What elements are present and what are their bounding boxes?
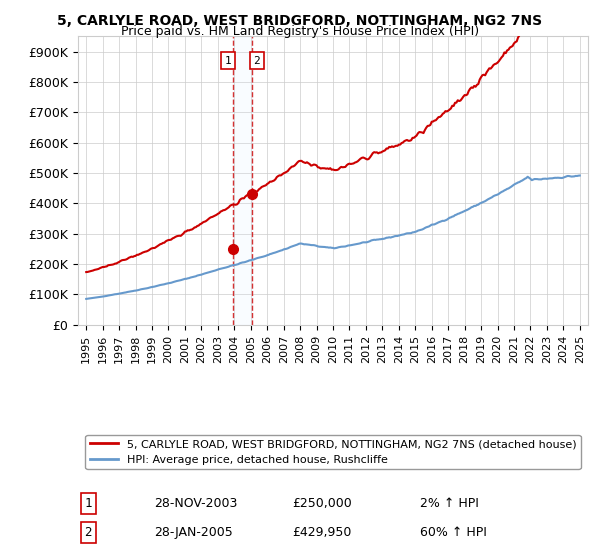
Bar <box>233 36 252 325</box>
Text: Price paid vs. HM Land Registry's House Price Index (HPI): Price paid vs. HM Land Registry's House … <box>121 25 479 38</box>
Text: 60% ↑ HPI: 60% ↑ HPI <box>420 526 487 539</box>
Text: 28-NOV-2003: 28-NOV-2003 <box>155 497 238 510</box>
Text: £429,950: £429,950 <box>292 526 352 539</box>
Text: 2: 2 <box>85 526 92 539</box>
Text: 1: 1 <box>224 55 231 66</box>
Text: 1: 1 <box>85 497 92 510</box>
Text: 2: 2 <box>254 55 260 66</box>
Text: 28-JAN-2005: 28-JAN-2005 <box>155 526 233 539</box>
Text: 2% ↑ HPI: 2% ↑ HPI <box>420 497 479 510</box>
Text: £250,000: £250,000 <box>292 497 352 510</box>
Legend: 5, CARLYLE ROAD, WEST BRIDGFORD, NOTTINGHAM, NG2 7NS (detached house), HPI: Aver: 5, CARLYLE ROAD, WEST BRIDGFORD, NOTTING… <box>85 435 581 469</box>
Text: 5, CARLYLE ROAD, WEST BRIDGFORD, NOTTINGHAM, NG2 7NS: 5, CARLYLE ROAD, WEST BRIDGFORD, NOTTING… <box>58 14 542 28</box>
